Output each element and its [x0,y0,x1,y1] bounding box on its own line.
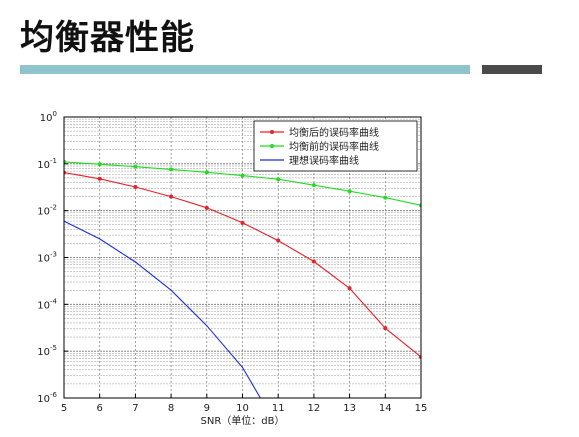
title-underline-dark-accent [482,65,542,74]
series-2-point [383,195,388,200]
series-1-point [276,238,281,243]
legend-label-2: 均衡前的误码率曲线 [289,140,379,153]
series-2-point [97,162,102,167]
x-tick-label: 8 [168,403,174,414]
series-1-point [169,194,174,199]
legend-marker-1 [270,130,274,134]
y-tick-label: 10-4 [37,297,57,311]
axis-ticks: 5 6 7 8 9 10 11 12 13 14 15 100 10-1 10-2 10-3 10-4 10-5… [37,110,427,414]
y-tick-label: 10-5 [37,344,57,358]
series-1-point [240,220,245,225]
y-tick-label: 10-6 [37,391,57,405]
series-2-point [204,170,209,175]
series-line-3 [64,220,261,398]
x-tick-label: 9 [204,403,210,414]
legend-label-3: 理想误码率曲线 [289,154,359,167]
series-2-point [133,164,138,169]
x-tick-label: 13 [343,403,356,414]
y-tick-label: 10-2 [37,204,57,218]
x-tick-label: 12 [308,403,321,414]
x-tick-label: 14 [379,403,392,414]
x-tick-label: 7 [132,403,138,414]
series-layer [64,159,421,398]
title-underline-accent [20,65,470,74]
y-tick-label: 10-1 [37,157,57,171]
x-tick-label: 6 [97,403,103,414]
y-tick-label: 10-3 [37,251,57,265]
series-1-point [97,176,102,181]
x-tick-label: 5 [61,403,67,414]
page-title: 均衡器性能 [20,18,195,58]
legend-marker-2 [270,144,274,148]
series-2-point [311,183,316,188]
x-tick-label: 15 [415,403,428,414]
x-tick-label: 11 [272,403,285,414]
series-1-point [383,326,388,331]
y-tick-label: 100 [40,110,57,124]
legend-label-1: 均衡后的误码率曲线 [289,126,379,139]
series-1-point [133,185,138,190]
series-2-point [276,177,281,182]
series-1-point [311,259,316,264]
series-2-point [169,167,174,172]
series-2-point [240,173,245,178]
series-2-point [347,189,352,194]
series-1-point [347,286,352,291]
series-1-point [204,205,209,210]
x-axis-label: SNR（单位：dB） [201,414,285,427]
x-tick-label: 10 [236,403,249,414]
